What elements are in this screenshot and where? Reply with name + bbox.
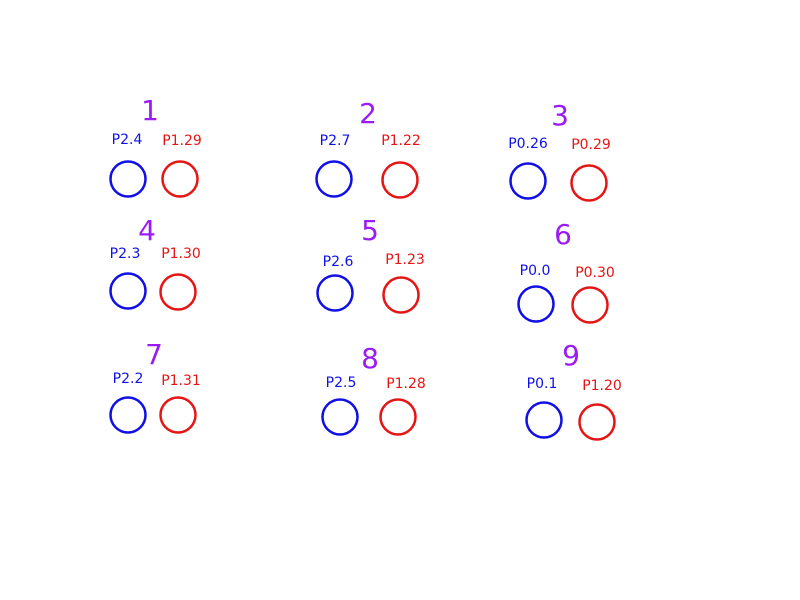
blue-pin-circle	[525, 401, 563, 439]
group-number-label: 9	[562, 339, 580, 372]
red-pin-circle	[379, 398, 417, 436]
group-number-label: 3	[551, 99, 569, 132]
blue-pin-label: P0.26	[508, 136, 548, 152]
red-pin-circle	[382, 276, 420, 314]
group-number-label: 5	[361, 214, 379, 247]
pin-group-8: 8P2.5 P1.28	[321, 342, 426, 436]
blue-pin-label: P2.3	[110, 246, 141, 262]
group-number-label: 2	[359, 97, 377, 130]
blue-pin-label: P2.6	[323, 254, 354, 270]
blue-pin-circle	[109, 396, 147, 434]
group-number-label: 6	[554, 218, 572, 251]
red-pin-circle	[159, 273, 197, 311]
blue-pin-label: P2.2	[113, 371, 144, 387]
pin-group-4: 4P2.3 P1.30	[109, 214, 201, 311]
red-pin-label: P1.20	[582, 378, 622, 394]
red-pin-label: P0.30	[575, 265, 615, 281]
pin-group-7: 7P2.2 P1.31	[109, 338, 201, 434]
pin-group-1: 1 P2.4 P1.29	[109, 94, 202, 198]
blue-pin-circle	[509, 162, 547, 200]
pin-group-5: 5 P2.6 P1.23	[316, 214, 425, 314]
red-pin-circle	[578, 403, 616, 441]
red-pin-label: P1.31	[161, 373, 201, 389]
blue-pin-label: P2.7	[320, 133, 351, 149]
blue-pin-label: P0.0	[520, 263, 551, 279]
blue-pin-circle	[316, 274, 354, 312]
red-pin-circle	[570, 164, 608, 202]
group-number-label: 1	[141, 94, 159, 127]
red-pin-label: P1.29	[162, 133, 202, 149]
blue-pin-circle	[517, 285, 555, 323]
red-pin-circle	[571, 286, 609, 324]
group-number-label: 7	[145, 338, 163, 371]
group-number-label: 4	[138, 214, 156, 247]
pin-group-6: 6P0.0 P0.30	[517, 218, 615, 324]
pin-groups: 1 P2.4 P1.29 2 P2.7 P1.22 3P0.26 P0.29 4P2.3 P1.3…	[109, 94, 622, 441]
blue-pin-circle	[321, 398, 359, 436]
red-pin-label: P1.28	[386, 376, 426, 392]
blue-pin-label: P2.4	[112, 132, 143, 148]
blue-pin-circle	[315, 160, 353, 198]
blue-pin-circle	[109, 160, 147, 198]
red-pin-circle	[159, 396, 197, 434]
group-number-label: 8	[361, 342, 379, 375]
pin-group-2: 2 P2.7 P1.22	[315, 97, 421, 199]
red-pin-circle	[161, 160, 199, 198]
blue-pin-circle	[109, 272, 147, 310]
pin-group-9: 9P0.1 P1.20	[525, 339, 622, 441]
red-pin-label: P1.30	[161, 246, 201, 262]
blue-pin-label: P0.1	[527, 376, 558, 392]
blue-pin-label: P2.5	[326, 375, 357, 391]
pin-group-3: 3P0.26 P0.29	[508, 99, 611, 202]
red-pin-label: P0.29	[571, 137, 611, 153]
red-pin-circle	[381, 161, 419, 199]
red-pin-label: P1.23	[385, 252, 425, 268]
red-pin-label: P1.22	[381, 133, 421, 149]
